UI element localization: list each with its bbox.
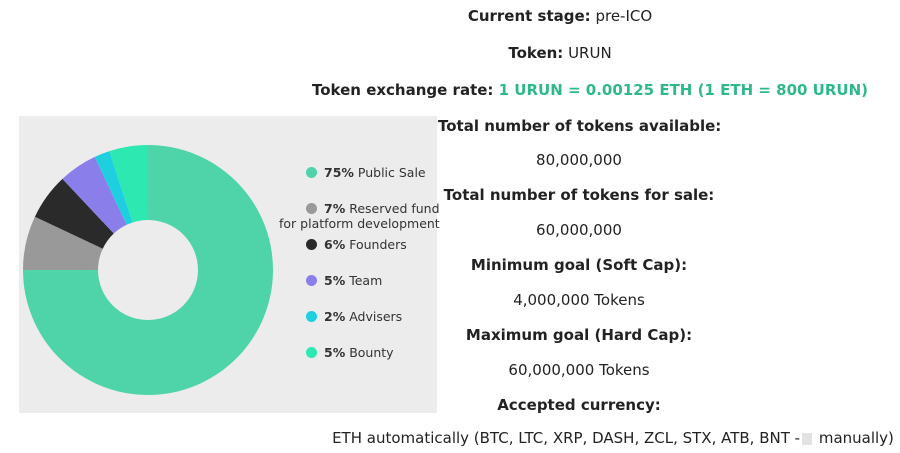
legend-label: Reserved fund [345,201,440,216]
legend-swatch [306,311,317,322]
token-name: Token: URUN [380,43,740,63]
legend-label: Team [345,273,383,288]
current-stage-value: pre-ICO [590,7,653,25]
legend-pct: 2% [324,309,346,324]
sale-tokens-value: 60,000,000 [536,221,622,239]
soft-cap-label: Minimum goal (Soft Cap): [470,256,688,274]
token-label: Token: [508,44,564,62]
exchange-rate: Token exchange rate: 1 URUN = 0.00125 ET… [300,80,880,100]
sale-tokens-label: Total number of tokens for sale: [443,186,715,204]
accepted-currency-text-end: manually) [814,429,894,447]
outer-slice-team [62,156,121,224]
outer-slice-founders [34,178,105,243]
legend-pct: 7% [324,201,346,216]
current-stage-label: Current stage: [467,7,591,25]
legend-pct: 6% [324,237,346,252]
legend-swatch [306,203,317,214]
legend-label: Public Sale [353,165,426,180]
token-distribution-chart: 75% Public Sale 7% Reserved fund for pla… [19,116,440,413]
inner-slice-advisers [119,207,133,225]
outer-slice-reserved-fund-for-platform-development [23,216,91,270]
legend-label-cont: for platform development [279,216,440,231]
legend-pct: 5% [324,273,346,288]
hard-cap-label: Maximum goal (Hard Cap): [465,326,693,344]
legend-pct: 75% [324,165,354,180]
legend-swatch [306,167,317,178]
legend-pct: 5% [324,345,346,360]
outer-slice-advisers [94,151,129,213]
legend-label: Bounty [345,345,394,360]
donut-chart [23,145,273,395]
hard-cap-value: 60,000,000 Tokens [508,361,650,379]
inner-slice-team [102,210,127,234]
legend-label: Founders [345,237,407,252]
inner-slice-bounty [127,204,148,223]
inner-slice-reserved-fund-for-platform-development [82,241,103,270]
accepted-currency-label: Accepted currency: [497,396,661,414]
exchange-rate-label: Token exchange rate: [312,81,499,99]
current-stage: Current stage: pre-ICO [380,6,740,26]
legend-swatch [306,275,317,286]
inner-slice-founders [88,221,114,249]
accepted-currency-value: ETH automatically (BTC, LTC, XRP, DASH, … [330,428,896,448]
token-value: URUN [563,44,612,62]
total-tokens-value: 80,000,000 [536,151,622,169]
outer-slice-public-sale [23,145,273,395]
total-tokens-label: Total number of tokens available: [438,117,722,135]
legend-label: Advisers [345,309,403,324]
soft-cap-value: 4,000,000 Tokens [513,291,645,309]
outer-slice-bounty [109,145,148,210]
exchange-rate-value: 1 URUN = 0.00125 ETH (1 ETH = 800 URUN) [498,81,868,99]
legend-swatch [306,239,317,250]
legend-swatch [306,347,317,358]
inline-placeholder [802,432,813,445]
accepted-currency-text: ETH automatically (BTC, LTC, XRP, DASH, … [332,429,801,447]
